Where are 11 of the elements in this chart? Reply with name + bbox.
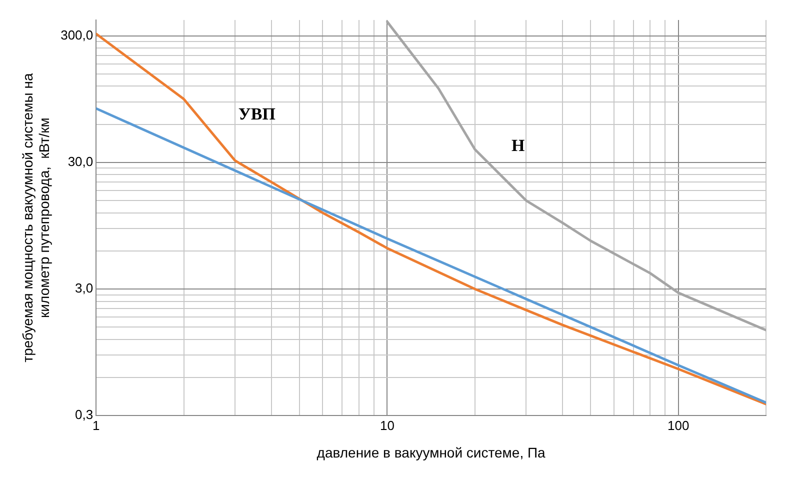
x-tick-label: 10: [380, 418, 394, 433]
x-axis-title: давление в вакуумной системе, Па: [316, 444, 546, 460]
annotation: УВП: [238, 104, 276, 124]
x-tick-label: 1: [92, 418, 100, 433]
x-tick-label: 100: [668, 418, 690, 433]
y-tick-label: 0,3: [75, 407, 94, 422]
y-tick-label: 3,0: [75, 280, 94, 296]
y-tick-label: 30,0: [68, 154, 94, 169]
y-tick-label: 300,0: [60, 27, 94, 42]
annotation: Н: [512, 136, 525, 155]
y-axis-title: требуемая мощность вакуумной системы на километр путепровода, кВт/км: [19, 73, 52, 362]
